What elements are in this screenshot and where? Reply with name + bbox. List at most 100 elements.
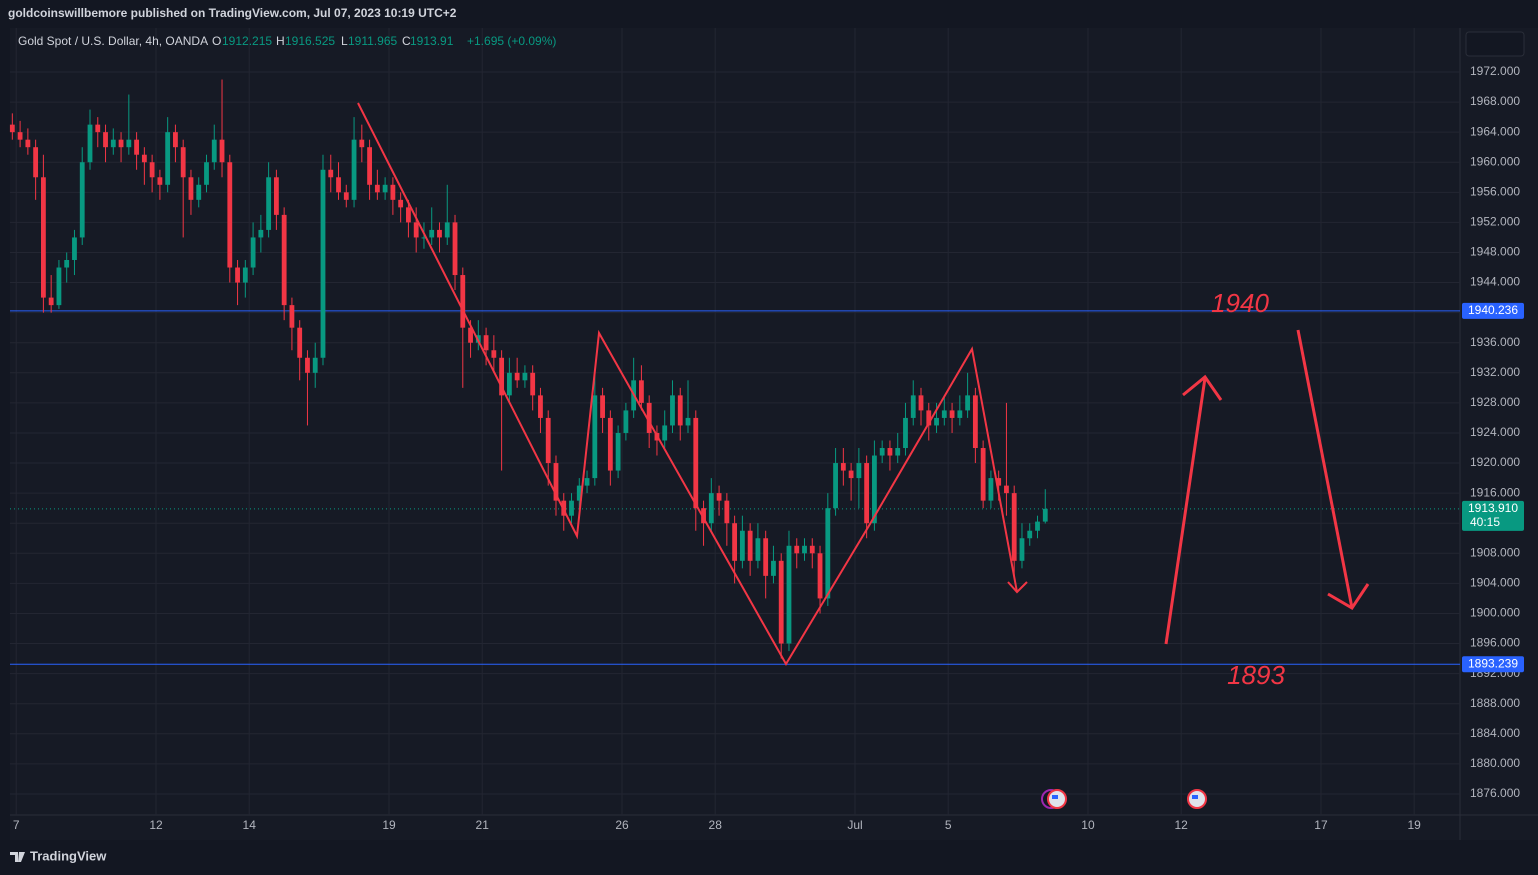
- candle-body: [538, 395, 543, 418]
- candle-body: [739, 530, 745, 561]
- candle-body: [250, 237, 256, 268]
- y-tick-label: 1920.000: [1470, 455, 1520, 469]
- candle-body: [367, 147, 372, 185]
- candle-body: [623, 410, 629, 433]
- event-icon[interactable]: [1041, 789, 1067, 809]
- logo: [10, 852, 25, 862]
- price-label: 1940.236: [1468, 303, 1518, 317]
- candle-body: [895, 448, 901, 456]
- candle-body: [491, 350, 497, 358]
- candle-body: [809, 545, 815, 554]
- flag-canton: [1052, 795, 1058, 799]
- candle-body: [452, 222, 458, 276]
- candle-body: [506, 372, 512, 396]
- candle-body: [406, 207, 411, 223]
- countdown: 40:15: [1470, 515, 1500, 529]
- candle-body: [1011, 493, 1017, 561]
- x-tick-label: 26: [615, 818, 629, 832]
- candle-body: [219, 139, 225, 163]
- y-tick-label: 1936.000: [1470, 335, 1520, 349]
- arrow-head: [1327, 583, 1370, 611]
- candle-body: [545, 417, 551, 464]
- y-tick-label: 1956.000: [1470, 184, 1520, 198]
- candle-body: [359, 139, 365, 148]
- candle-body: [64, 260, 70, 268]
- candle-body: [328, 169, 334, 178]
- candle-body: [134, 139, 140, 155]
- publish-header: goldcoinswillbemore published on Trading…: [8, 6, 457, 20]
- candle-body: [732, 523, 738, 561]
- candle-body: [996, 478, 1002, 486]
- candle-body: [677, 395, 683, 426]
- y-tick-label: 1880.000: [1470, 756, 1520, 770]
- annotation: 1940: [1211, 288, 1269, 318]
- x-tick-label: 7: [13, 818, 20, 832]
- candle-body: [592, 395, 598, 479]
- candle-body: [639, 380, 644, 403]
- candle-body: [918, 395, 924, 411]
- candle-body: [235, 267, 240, 283]
- candle-body: [825, 508, 831, 599]
- y-tick-label: 1888.000: [1470, 696, 1520, 710]
- candle-body: [763, 538, 769, 576]
- candle-body: [1004, 485, 1009, 494]
- candle-body: [957, 410, 963, 418]
- toolbar-button[interactable]: [1465, 31, 1525, 57]
- candle-body: [180, 147, 186, 178]
- candle-body: [693, 417, 699, 509]
- candle-body: [374, 184, 380, 193]
- candle-body: [281, 214, 287, 306]
- candle-body: [646, 402, 652, 433]
- candle-body: [266, 177, 272, 230]
- candle-body: [305, 357, 310, 373]
- candle-body: [25, 139, 31, 148]
- candle-body: [988, 478, 994, 501]
- candle-body: [390, 184, 396, 200]
- candle-body: [211, 139, 217, 163]
- candle-body: [188, 177, 194, 200]
- x-tick-label: 17: [1314, 818, 1328, 832]
- x-tick-label: 14: [243, 818, 257, 832]
- candle-body: [980, 448, 986, 501]
- candle-body: [879, 448, 885, 456]
- candle-body: [413, 222, 419, 238]
- y-tick-label: 1944.000: [1470, 275, 1520, 289]
- candle-body: [1019, 538, 1025, 561]
- candle-body: [17, 132, 23, 140]
- candle-body: [173, 132, 178, 148]
- candle-body: [662, 425, 668, 441]
- candle-body: [584, 478, 590, 486]
- candle-body: [118, 139, 124, 148]
- time-axis: [10, 815, 1538, 840]
- candle-body: [351, 139, 357, 200]
- candle-body: [87, 124, 93, 163]
- candle-body: [165, 132, 171, 185]
- flag-canton: [1192, 795, 1198, 799]
- zigzag: [357, 102, 1018, 666]
- candle-body: [755, 538, 761, 561]
- change: +1.695 (+0.09%): [467, 34, 556, 48]
- candle-body: [421, 237, 427, 239]
- candle-body: [701, 508, 706, 524]
- candle-body: [747, 530, 753, 561]
- candle-body: [972, 395, 978, 449]
- ohlc-value: 1913.91: [410, 34, 454, 48]
- x-tick-label: 19: [382, 818, 396, 832]
- candle-body: [48, 297, 54, 306]
- last-price-box: [1462, 500, 1524, 531]
- candle-body: [312, 357, 318, 373]
- candle-body: [802, 545, 807, 554]
- candle-body: [110, 139, 116, 148]
- candle-body: [437, 229, 442, 238]
- candle-body: [382, 184, 388, 193]
- y-tick-label: 1900.000: [1470, 606, 1520, 620]
- event-icon[interactable]: [1187, 789, 1207, 809]
- symbol: Gold Spot / U.S. Dollar, 4h, OANDA: [18, 34, 208, 48]
- candle-body: [514, 372, 520, 381]
- y-tick-label: 1916.000: [1470, 485, 1520, 499]
- x-tick-label: 21: [476, 818, 490, 832]
- candle-body: [576, 485, 582, 501]
- candle-body: [817, 553, 823, 599]
- ohlc-value: 1912.215: [222, 34, 272, 48]
- candle-body: [258, 229, 264, 238]
